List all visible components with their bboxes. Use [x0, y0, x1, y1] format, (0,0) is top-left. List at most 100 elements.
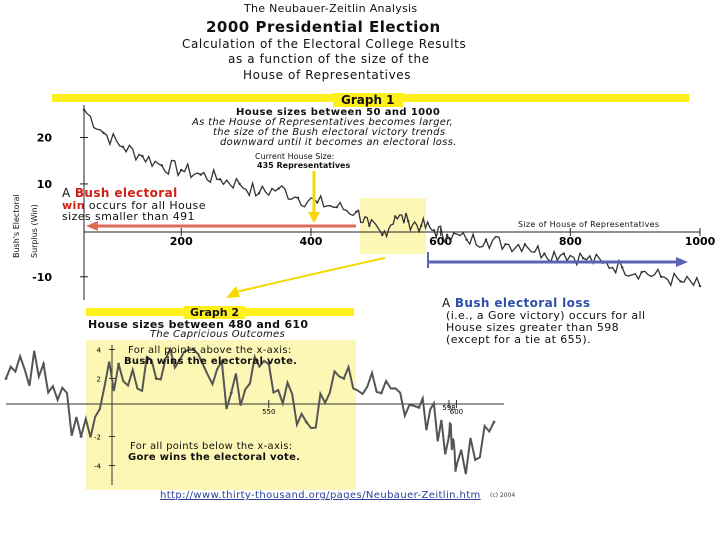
graph2-data-point	[379, 391, 383, 395]
gore-line-4: (except for a tie at 655).	[446, 333, 592, 346]
connector-arrowhead	[226, 286, 240, 298]
graph1-data-point	[82, 108, 86, 111]
gore-win-arrowhead	[676, 257, 688, 267]
graph2-panel	[86, 340, 356, 490]
graph1-data-point	[620, 266, 624, 269]
graph2-data-point	[417, 406, 421, 409]
graph1-data-point	[698, 284, 702, 288]
graph2-y-tick-label: -4	[94, 463, 102, 471]
graph1-data-point	[141, 154, 144, 158]
graph1-data-point	[381, 233, 384, 237]
connector-curve	[235, 257, 386, 293]
graph2-below-2: Gore wins the electoral vote.	[128, 452, 301, 463]
graph1-points	[82, 108, 702, 288]
graph2-data-point	[455, 464, 458, 467]
graph2-subtitle-2: The Capricious Outcomes	[150, 329, 285, 340]
graph1-ylabel-1: Bush's Electoral	[12, 194, 21, 258]
graph1-y-tick-label: 10	[37, 178, 53, 191]
graph1-x-tick-label: 800	[559, 235, 582, 248]
graph2-points	[4, 348, 496, 467]
graph1-data-point	[355, 210, 358, 213]
footer-link[interactable]: http://www.thirty-thousand.org/pages/Neu…	[160, 490, 481, 501]
graph1-data-point	[277, 187, 280, 190]
graph2-data-point	[42, 362, 45, 366]
graph2-x-tick-label: 550	[262, 408, 275, 416]
bush-win-line-3: sizes smaller than 491	[62, 210, 195, 223]
gore-line-3: House sizes greater than 598	[446, 321, 620, 334]
graph1-data-point	[504, 243, 507, 246]
graph1-data-point	[407, 219, 410, 223]
graph2-data-point	[267, 362, 271, 366]
graph2-above-2: Bush wins the electoral vote.	[124, 356, 298, 367]
graph2-data-point	[447, 435, 451, 438]
graph1-x-tick-label: 400	[299, 235, 322, 248]
gore-line-2: (i.e., a Gore victory) occurs for all	[446, 309, 646, 322]
graph2-data-point	[229, 391, 233, 395]
graph2-panel-right	[356, 360, 504, 490]
graph1-data-point	[394, 215, 397, 218]
bush-win-line-1: A Bush electoral	[62, 186, 178, 200]
graph2-y-tick-label: 2	[97, 376, 101, 384]
graph1-data-point	[679, 280, 682, 283]
graph1-data-point	[160, 164, 164, 167]
graph2-x-tick-label: 600	[450, 408, 463, 416]
graph1-desc-2: the size of the Bush electoral victory t…	[213, 127, 446, 138]
graph1-data-point	[368, 224, 371, 227]
graph1-data-point	[316, 201, 319, 204]
graph2-data-point	[492, 420, 496, 424]
gore-line-1: A Bush electoral loss	[442, 296, 591, 310]
graph1-data-point	[659, 275, 663, 278]
graph1-data-point	[432, 229, 436, 232]
graph2-x-tick-label: 598	[442, 404, 455, 412]
graph1-desc-1: As the House of Representatives becomes …	[192, 117, 454, 128]
graph1-data-point	[465, 238, 468, 241]
graph1-data-point	[199, 173, 202, 176]
current-house-label-2: 435 Representatives	[257, 161, 351, 170]
graph1-x-tick-label: 600	[429, 235, 452, 248]
graph1-data-point	[419, 224, 423, 227]
graph1-data-point	[445, 233, 449, 237]
graph1-data-point	[121, 145, 125, 148]
graph1-data-point	[562, 252, 566, 255]
graph2-below-1: For all points below the x-axis:	[130, 441, 293, 452]
graph2-data-point	[79, 435, 83, 438]
graph2-data-point	[304, 420, 308, 424]
graph1-data-point	[484, 238, 488, 241]
graph1-data-point	[257, 192, 261, 195]
header-line-3: Calculation of the Electoral College Res…	[182, 37, 467, 51]
graph2-above-1: For all points above the x-axis:	[128, 345, 292, 356]
graph2-data-point	[4, 377, 8, 380]
graph1-x-tick-label: 1000	[685, 235, 716, 248]
graph2-data-point	[192, 348, 196, 351]
graph2-data-point	[342, 377, 346, 380]
graph2-y-tick-label: -2	[94, 434, 101, 442]
graph1-data-point	[543, 252, 546, 255]
bush-win-line-2: win occurs for all House	[62, 199, 206, 212]
graph1-subtitle: House sizes between 50 and 1000	[236, 107, 441, 118]
current-house-arrowhead	[308, 212, 320, 223]
graph1-data-point	[218, 178, 222, 181]
graph1-data-point	[238, 182, 241, 186]
graph2-y-tick-label: 4	[97, 347, 102, 355]
header-title: 2000 Presidential Election	[206, 18, 441, 36]
graph1-data-point	[523, 243, 527, 246]
graph1-xlabel: Size of House of Representatives	[518, 220, 660, 229]
bush-win-arrowhead	[86, 221, 98, 231]
graph1-data-point	[102, 131, 105, 135]
graph2-title: Graph 2	[184, 306, 246, 319]
graph2-data-point	[154, 377, 158, 380]
graph2-data-point	[117, 362, 121, 366]
graph1-data-point	[582, 257, 585, 260]
graph1-ylabel-2: Surplus (Win)	[30, 204, 39, 258]
graph1-y-ticks: 20 10 -10	[32, 132, 88, 284]
graph1-desc-3: downward until it becomes an electoral l…	[220, 137, 457, 148]
graph1-highlight-region	[360, 198, 426, 254]
graph1-data-point	[180, 168, 183, 172]
header-line-5: House of Representatives	[243, 68, 412, 82]
graph1-data-point	[296, 196, 300, 200]
graph1-data-point	[640, 270, 643, 274]
graph1-x-tick-label: 200	[170, 235, 193, 248]
header-line-1: The Neubauer-Zeitlin Analysis	[244, 2, 418, 15]
